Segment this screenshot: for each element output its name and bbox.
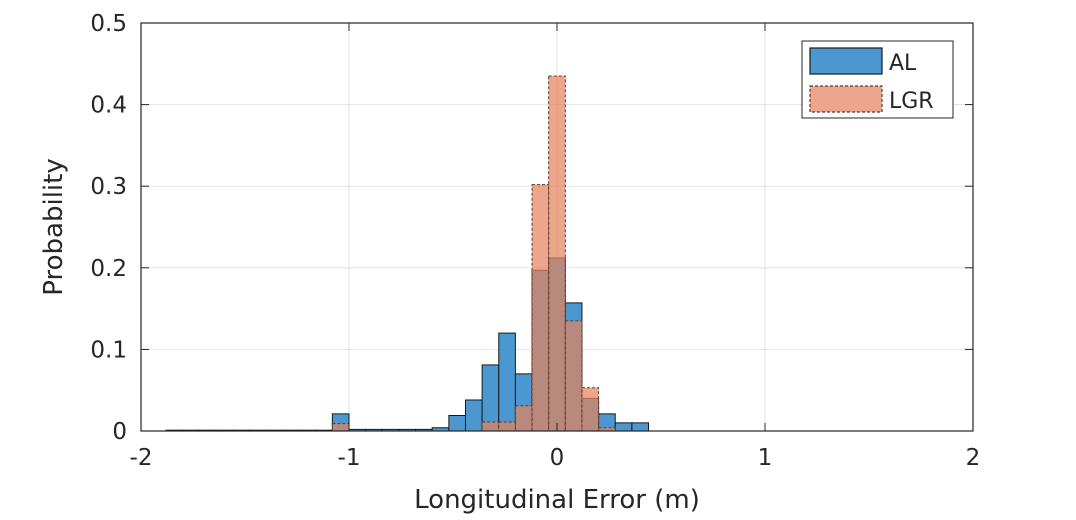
bar-al <box>498 332 516 432</box>
bar-lgr <box>331 423 350 432</box>
x-tick-label: -1 <box>338 445 361 471</box>
legend-label-lgr: LGR <box>889 89 934 114</box>
x-tick-label: 0 <box>550 445 565 471</box>
series-lgr-bars <box>331 75 616 432</box>
x-tick-label: 2 <box>966 445 981 471</box>
bar-lgr <box>514 405 533 432</box>
x-tick-labels: -2 -1 0 1 2 <box>130 445 981 471</box>
y-axis-title: Probability <box>39 158 69 295</box>
axis-ticks <box>140 22 974 432</box>
x-axis-title: Longitudinal Error (m) <box>414 485 700 515</box>
y-tick-label: 0.3 <box>90 174 127 200</box>
legend-label-al: AL <box>889 51 917 76</box>
bar-al <box>614 422 633 432</box>
y-tick-label: 0.4 <box>90 93 127 119</box>
bar-lgr <box>481 421 500 432</box>
bar-lgr <box>598 427 616 432</box>
y-tick-label: 0.2 <box>90 256 127 282</box>
bar-lgr <box>564 320 583 432</box>
bar-al <box>464 399 483 432</box>
y-tick-label: 0.5 <box>90 11 127 37</box>
y-tick-labels: 0 0.1 0.2 0.3 0.4 0.5 <box>90 11 127 445</box>
bar-lgr <box>531 184 550 432</box>
bar-lgr <box>581 387 600 432</box>
x-tick-label: 1 <box>758 445 773 471</box>
bar-lgr <box>548 75 566 432</box>
bar-al <box>481 364 500 432</box>
legend-swatch-lgr <box>809 85 883 113</box>
bar-al <box>631 422 650 432</box>
y-tick-label: 0.1 <box>90 337 127 363</box>
x-tick-label: -2 <box>130 445 153 471</box>
legend-swatch-al <box>809 47 883 75</box>
bar-al <box>448 414 466 432</box>
legend: AL LGR <box>801 40 954 119</box>
y-tick-label: 0 <box>112 419 127 445</box>
bar-lgr <box>498 421 516 432</box>
